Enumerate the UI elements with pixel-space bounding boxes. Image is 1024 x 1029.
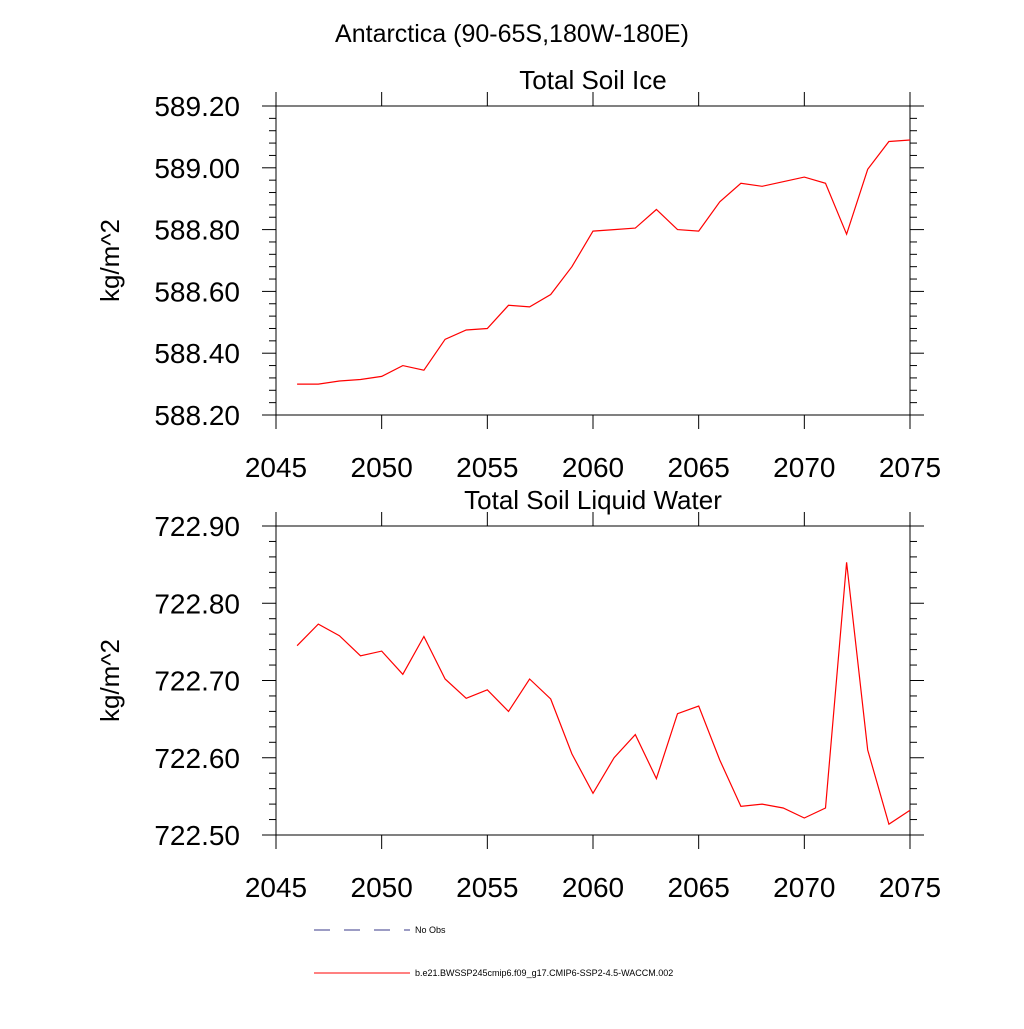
- chart-1-x-tick-label: 2070: [773, 872, 835, 903]
- chart-1-x-tick-label: 2060: [562, 872, 624, 903]
- legend-label-no-obs: No Obs: [415, 925, 446, 935]
- chart-0-y-tick-label: 588.80: [154, 215, 240, 246]
- chart-1-x-tick-label: 2065: [668, 872, 730, 903]
- chart-0-x-tick-label: 2070: [773, 452, 835, 483]
- chart-1-y-tick-label: 722.90: [154, 511, 240, 542]
- chart-1-x-tick-label: 2050: [351, 872, 413, 903]
- chart-0-x-tick-label: 2050: [351, 452, 413, 483]
- chart-0-x-tick-label: 2065: [668, 452, 730, 483]
- chart-0-x-tick-label: 2060: [562, 452, 624, 483]
- chart-1-y-tick-label: 722.80: [154, 588, 240, 619]
- chart-0-y-axis-label: kg/m^2: [95, 219, 125, 302]
- chart-1-plot-frame: [275, 525, 911, 836]
- chart-0-y-tick-label: 588.60: [154, 276, 240, 307]
- legend-label-model-run: b.e21.BWSSP245cmip6.f09_g17.CMIP6-SSP2-4…: [415, 968, 673, 978]
- chart-0-y-tick-label: 588.40: [154, 338, 240, 369]
- chart-1-y-tick-label: 722.60: [154, 743, 240, 774]
- chart-1-x-tick-label: 2045: [245, 872, 307, 903]
- chart-total-soil-ice: Total Soil Ice kg/m^2 2045 2050 2055 2060 2065…: [95, 65, 941, 483]
- chart-0-series-line-0: [297, 139, 911, 385]
- chart-0-x-tick-label: 2075: [879, 452, 941, 483]
- chart-1-series-line-0: [296, 562, 911, 826]
- chart-0-x-tick-label: 2045: [245, 452, 307, 483]
- chart-total-soil-liquid-water: Total Soil Liquid Water kg/m^2 2045 2050 205…: [95, 485, 941, 903]
- chart-0-title: Total Soil Ice: [519, 65, 666, 95]
- chart-0-y-tick-label: 588.20: [154, 400, 240, 431]
- chart-1-x-tick-label: 2055: [456, 872, 518, 903]
- page-title: Antarctica (90-65S,180W-180E): [335, 20, 689, 48]
- legend: No Obs b.e21.BWSSP245cmip6.f09_g17.CMIP6…: [314, 925, 673, 978]
- chart-1-y-tick-label: 722.70: [154, 666, 240, 697]
- chart-0-x-tick-label: 2055: [456, 452, 518, 483]
- chart-1-y-axis-label: kg/m^2: [95, 639, 125, 722]
- chart-0-y-tick-label: 589.20: [154, 91, 240, 122]
- chart-1-y-tick-label: 722.50: [154, 820, 240, 851]
- chart-0-plot-frame: [275, 105, 911, 416]
- chart-1-title: Total Soil Liquid Water: [464, 485, 722, 515]
- chart-0-y-tick-label: 589.00: [154, 153, 240, 184]
- chart-1-x-tick-label: 2075: [879, 872, 941, 903]
